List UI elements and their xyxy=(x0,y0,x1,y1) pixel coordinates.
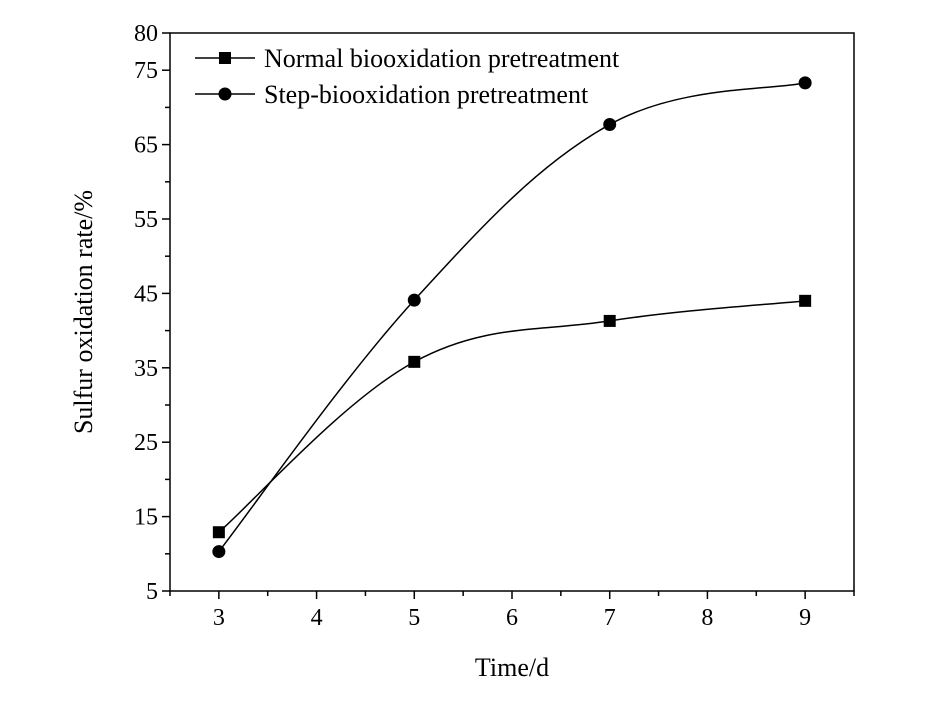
x-tick-label: 3 xyxy=(213,605,225,631)
x-tick-label: 5 xyxy=(408,605,420,631)
legend-item-1: Normal biooxidation pretreatment xyxy=(195,44,620,73)
y-tick-label: 80 xyxy=(134,21,158,47)
series-2-point xyxy=(603,118,617,132)
series-2-point xyxy=(212,545,226,559)
legend-label-1: Normal biooxidation pretreatment xyxy=(264,44,620,73)
x-axis-title: Time/d xyxy=(475,653,549,682)
y-tick-label: 5 xyxy=(146,579,158,605)
series-1 xyxy=(212,294,812,539)
series-1-point xyxy=(408,355,421,368)
x-tick-label: 8 xyxy=(701,605,713,631)
series-2-point xyxy=(798,76,812,90)
y-tick-label: 75 xyxy=(134,58,158,84)
legend-marker-2 xyxy=(218,87,232,101)
series-2-line xyxy=(218,82,806,553)
axis-ticks xyxy=(162,32,855,599)
plot-frame xyxy=(169,32,855,592)
y-tick-label: 25 xyxy=(134,430,158,456)
series-1-line xyxy=(218,300,806,533)
x-tick-label: 9 xyxy=(799,605,811,631)
legend-label-2: Step-biooxidation pretreatment xyxy=(264,80,589,109)
series-1-point xyxy=(799,294,812,307)
series-1-point xyxy=(212,526,225,539)
y-axis-title: Sulfur oxidation rate/% xyxy=(69,190,98,434)
y-tick-label: 45 xyxy=(134,281,158,307)
y-tick-label: 15 xyxy=(134,505,158,531)
y-tick-label: 35 xyxy=(134,356,158,382)
series-1-point xyxy=(603,314,616,327)
y-tick-label: 55 xyxy=(134,207,158,233)
plot-area-border xyxy=(169,32,855,592)
legend-marker-1 xyxy=(219,52,231,64)
series-layer xyxy=(212,76,812,559)
legend-item-2: Step-biooxidation pretreatment xyxy=(195,80,589,109)
legend: Normal biooxidation pretreatment Step-bio… xyxy=(195,44,620,109)
y-tick-label: 65 xyxy=(134,133,158,159)
series-2 xyxy=(212,76,812,559)
x-tick-label: 7 xyxy=(604,605,616,631)
x-tick-label: 6 xyxy=(506,605,518,631)
x-tick-label: 4 xyxy=(311,605,323,631)
series-2-point xyxy=(407,293,421,307)
